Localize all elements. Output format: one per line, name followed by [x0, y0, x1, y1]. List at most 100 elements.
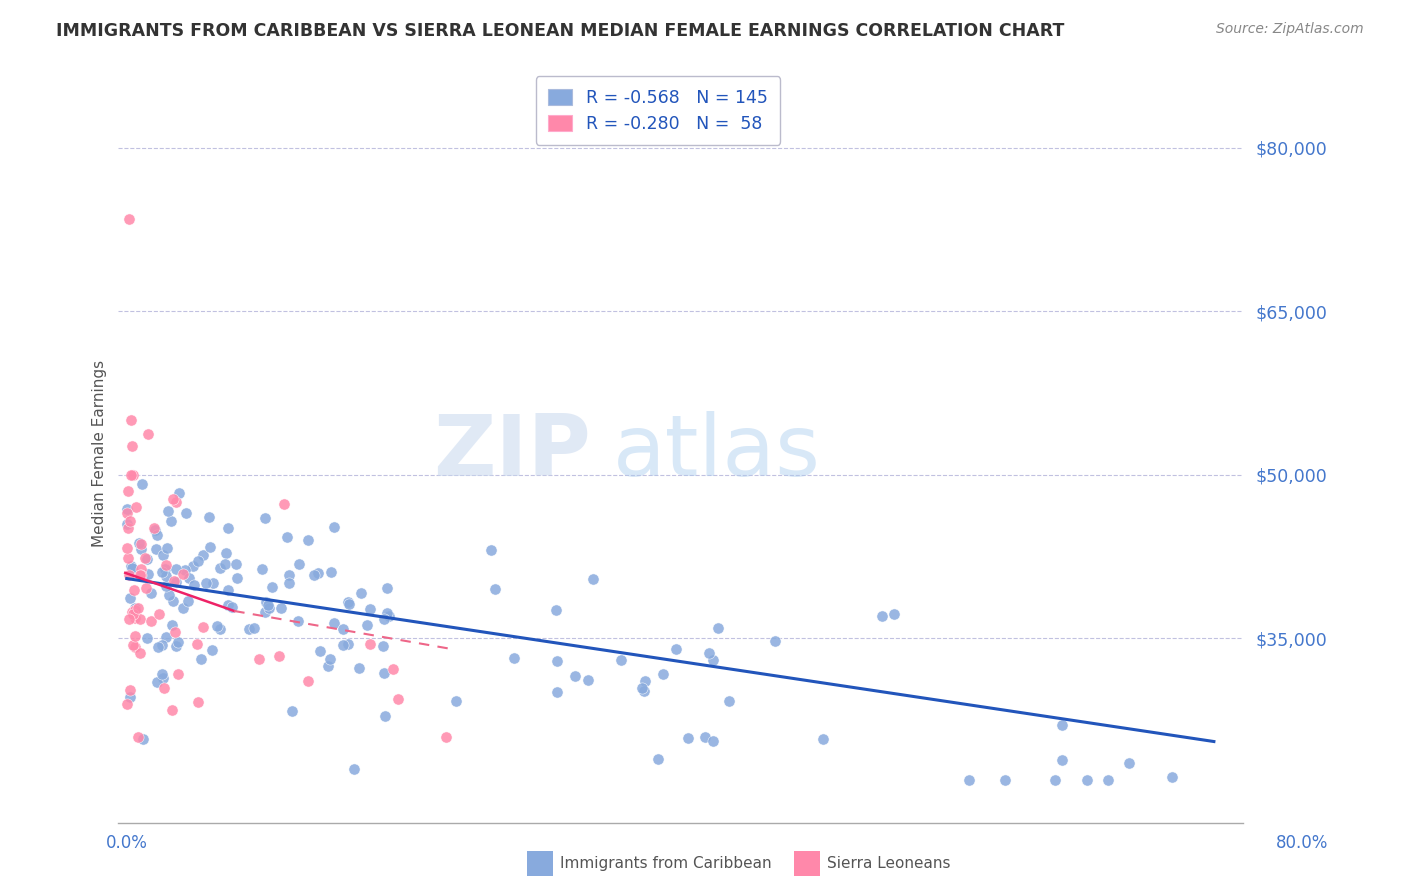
Point: [135, 551, 157, 566]
Text: Source: ZipAtlas.com: Source: ZipAtlas.com: [1216, 22, 1364, 37]
Point: [129, 541, 152, 556]
Text: Immigrants from Caribbean: Immigrants from Caribbean: [560, 856, 772, 871]
Point: [676, 731, 699, 745]
Point: [665, 642, 688, 657]
Point: [260, 580, 283, 594]
Point: [152, 666, 174, 681]
Point: [155, 630, 177, 644]
Point: [187, 695, 209, 709]
Point: [173, 563, 195, 577]
Point: [387, 691, 409, 706]
Point: [115, 517, 138, 532]
Point: [195, 576, 218, 591]
Point: [564, 669, 586, 683]
Point: [187, 554, 209, 568]
Point: [1118, 756, 1140, 771]
Point: [479, 542, 502, 557]
Point: [214, 557, 236, 571]
Point: [146, 528, 169, 542]
Point: [287, 615, 309, 629]
Point: [302, 568, 325, 582]
Point: [702, 653, 724, 667]
Point: [503, 650, 526, 665]
Point: [309, 644, 332, 658]
Point: [121, 560, 143, 574]
Point: [582, 572, 605, 586]
Point: [155, 558, 177, 572]
Point: [124, 640, 146, 654]
Point: [152, 548, 174, 562]
Point: [247, 652, 270, 666]
Point: [702, 734, 724, 748]
Point: [129, 612, 152, 626]
Point: [172, 567, 194, 582]
Point: [434, 730, 457, 744]
Point: [118, 591, 141, 605]
Point: [238, 622, 260, 636]
Point: [208, 561, 231, 575]
Point: [243, 621, 266, 635]
Point: [215, 546, 238, 560]
Point: [165, 561, 187, 575]
Point: [225, 571, 247, 585]
Point: [128, 646, 150, 660]
Point: [578, 673, 600, 687]
Point: [138, 567, 160, 582]
Point: [165, 639, 187, 653]
Point: [321, 565, 343, 579]
Point: [198, 540, 221, 554]
Point: [276, 530, 298, 544]
Point: [318, 651, 340, 665]
Point: [373, 612, 395, 626]
Point: [288, 557, 311, 571]
Point: [252, 562, 274, 576]
Point: [633, 683, 655, 698]
Point: [318, 659, 340, 673]
Text: 0.0%: 0.0%: [105, 834, 148, 852]
Point: [139, 615, 162, 629]
Point: [198, 509, 221, 524]
Point: [375, 606, 398, 620]
Point: [122, 467, 145, 482]
Point: [121, 607, 143, 621]
Point: [337, 597, 360, 611]
Point: [957, 772, 980, 787]
Point: [155, 568, 177, 582]
Point: [124, 610, 146, 624]
Point: [156, 541, 179, 556]
Point: [177, 572, 200, 586]
Point: [124, 583, 146, 598]
Point: [129, 568, 152, 582]
Point: [546, 654, 568, 668]
Point: [763, 634, 786, 648]
Point: [157, 504, 180, 518]
Point: [181, 559, 204, 574]
Point: [129, 568, 152, 582]
Point: [148, 607, 170, 622]
Point: [201, 642, 224, 657]
Point: [146, 640, 169, 655]
Point: [307, 566, 329, 580]
Point: [993, 772, 1015, 787]
Point: [697, 646, 720, 660]
Point: [225, 557, 247, 571]
Point: [207, 618, 229, 632]
Point: [121, 439, 143, 453]
Point: [257, 598, 280, 612]
Point: [115, 506, 138, 520]
Point: [610, 653, 633, 667]
Point: [209, 622, 232, 636]
Point: [193, 620, 215, 634]
Point: [172, 601, 194, 615]
Point: [693, 730, 716, 744]
Point: [546, 685, 568, 699]
Point: [160, 703, 183, 717]
Point: [374, 709, 396, 723]
Legend: R = -0.568   N = 145, R = -0.280   N =  58: R = -0.568 N = 145, R = -0.280 N = 58: [536, 77, 780, 145]
Point: [115, 501, 138, 516]
Point: [163, 625, 186, 640]
Point: [382, 662, 405, 676]
Point: [167, 635, 190, 649]
Point: [165, 574, 187, 589]
Text: ZIP: ZIP: [433, 411, 591, 494]
